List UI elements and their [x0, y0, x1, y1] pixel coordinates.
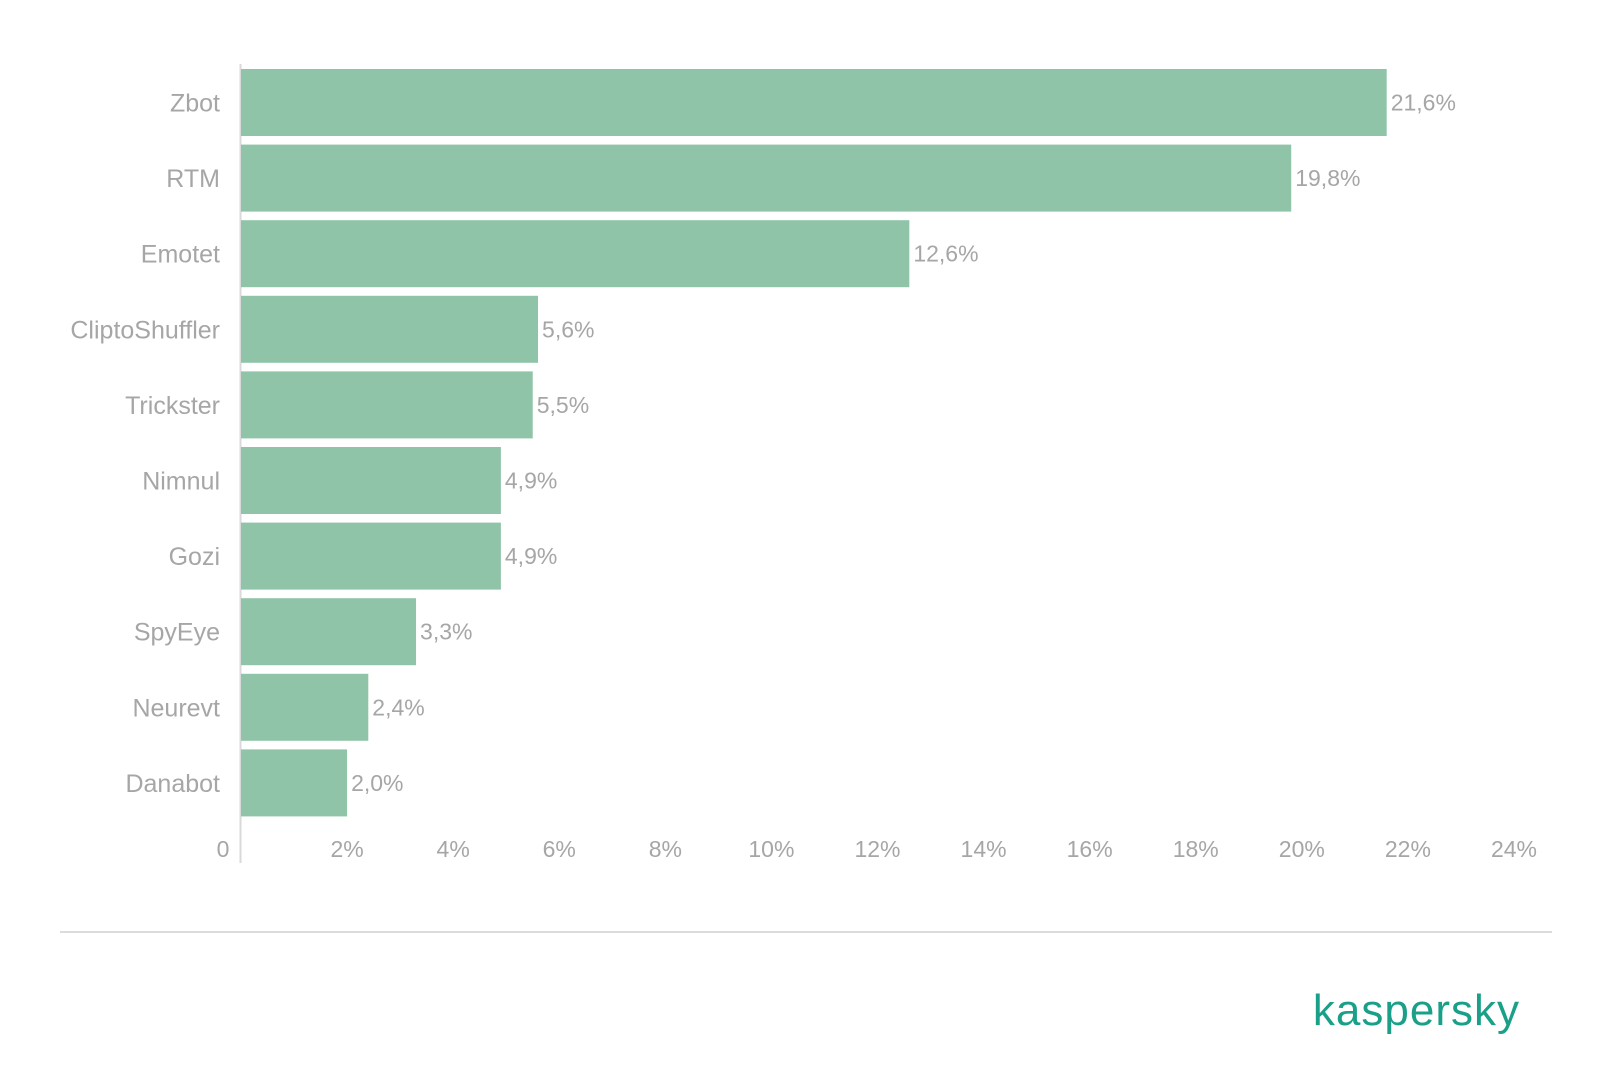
- bar-cliptoshuffler: [241, 295, 539, 363]
- value-label: 5,5%: [537, 392, 589, 418]
- footer-divider: [60, 931, 1552, 933]
- x-tick-label: 18%: [1173, 836, 1219, 862]
- value-label: 5,6%: [542, 316, 594, 342]
- bar-trickster: [241, 371, 533, 439]
- bar-nimnul: [241, 447, 501, 514]
- category-label: CliptoShuffler: [70, 316, 220, 344]
- x-tick-label: 22%: [1385, 836, 1431, 862]
- bar-gozi: [241, 522, 501, 590]
- x-tick-label: 16%: [1067, 836, 1113, 862]
- bar-neurevt: [241, 673, 369, 741]
- bar-chart: Zbot 21,6% RTM 19,8% Emotet 12,6% CliptoShuffl…: [70, 64, 1537, 863]
- value-label: 2,4%: [372, 694, 424, 720]
- bar-zbot: [241, 69, 1387, 136]
- x-tick-label: 4%: [437, 836, 470, 862]
- kaspersky-logo: kaspersky: [1312, 986, 1520, 1035]
- category-label: Danabot: [125, 770, 220, 798]
- value-label: 19,8%: [1295, 165, 1360, 191]
- value-label: 2,0%: [351, 770, 403, 796]
- category-label: Neurevt: [132, 694, 220, 722]
- x-tick-label: 2%: [330, 836, 363, 862]
- bar-emotet: [241, 220, 910, 288]
- value-label: 12,6%: [913, 241, 978, 267]
- category-label: Zbot: [170, 90, 220, 118]
- x-tick-label: 12%: [854, 836, 900, 862]
- category-label: RTM: [166, 165, 220, 193]
- category-label: Gozi: [169, 543, 220, 571]
- category-label: SpyEye: [134, 619, 220, 647]
- x-tick-label: 20%: [1279, 836, 1325, 862]
- value-label: 4,9%: [505, 468, 557, 494]
- x-tick-label: 6%: [543, 836, 576, 862]
- bar-spyeye: [241, 598, 417, 666]
- value-label: 21,6%: [1391, 90, 1456, 116]
- value-label: 3,3%: [420, 619, 472, 645]
- category-label: Nimnul: [142, 468, 220, 496]
- category-label: Trickster: [125, 392, 220, 420]
- x-tick-label: 24%: [1491, 836, 1537, 862]
- x-tick-label: 14%: [961, 836, 1007, 862]
- bar-danabot: [241, 749, 348, 817]
- x-tick-label: 8%: [649, 836, 682, 862]
- bar-rtm: [241, 144, 1292, 212]
- value-label: 4,9%: [505, 543, 557, 569]
- x-tick-label: 0: [217, 836, 230, 862]
- category-label: Emotet: [141, 241, 220, 269]
- x-tick-label: 10%: [748, 836, 794, 862]
